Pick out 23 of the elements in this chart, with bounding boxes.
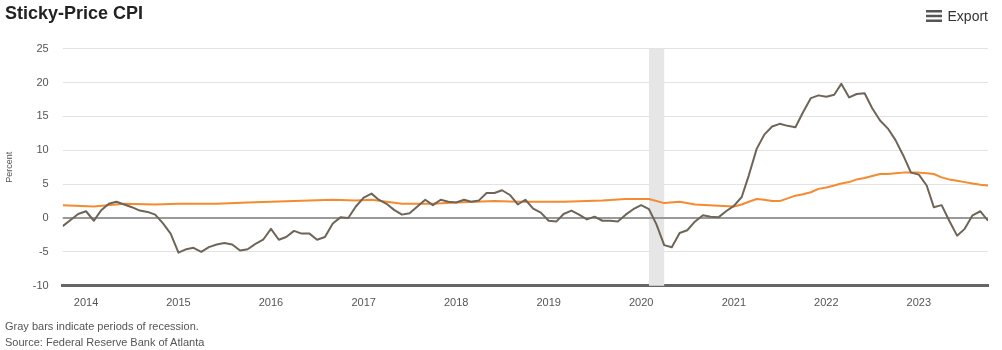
y-tick-label: 0 — [42, 211, 49, 224]
y-tick-label: -10 — [32, 278, 49, 291]
y-tick-label: 25 — [36, 41, 49, 54]
text: Gray bars indicate periods of recession. — [5, 320, 199, 332]
y-tick-label: 20 — [36, 75, 49, 88]
x-tick-label: 2018 — [443, 296, 469, 309]
x-tick-label: 2015 — [166, 296, 191, 309]
text: Export — [947, 8, 988, 24]
y-tick-label: 10 — [36, 143, 49, 156]
y-tick-label: -5 — [38, 244, 49, 257]
x-tick-label: 2014 — [73, 296, 99, 309]
x-tick-label: 2019 — [536, 296, 561, 309]
y-tick-label: 15 — [36, 109, 49, 122]
x-tick-label: 2017 — [351, 296, 376, 309]
x-tick-label: 2020 — [628, 296, 654, 309]
x-tick-label: 2016 — [258, 296, 284, 309]
x-tick-label: 2022 — [814, 296, 839, 309]
y-axis-title: Percent — [3, 151, 14, 183]
x-tick-label: 2023 — [906, 296, 932, 309]
source-note: Source: Federal Reserve Bank of Atlanta — [5, 336, 205, 348]
y-tick-label: 5 — [42, 177, 49, 190]
x-tick-label: 2021 — [721, 296, 747, 309]
chart-title: Sticky-Price CPI — [5, 3, 144, 24]
